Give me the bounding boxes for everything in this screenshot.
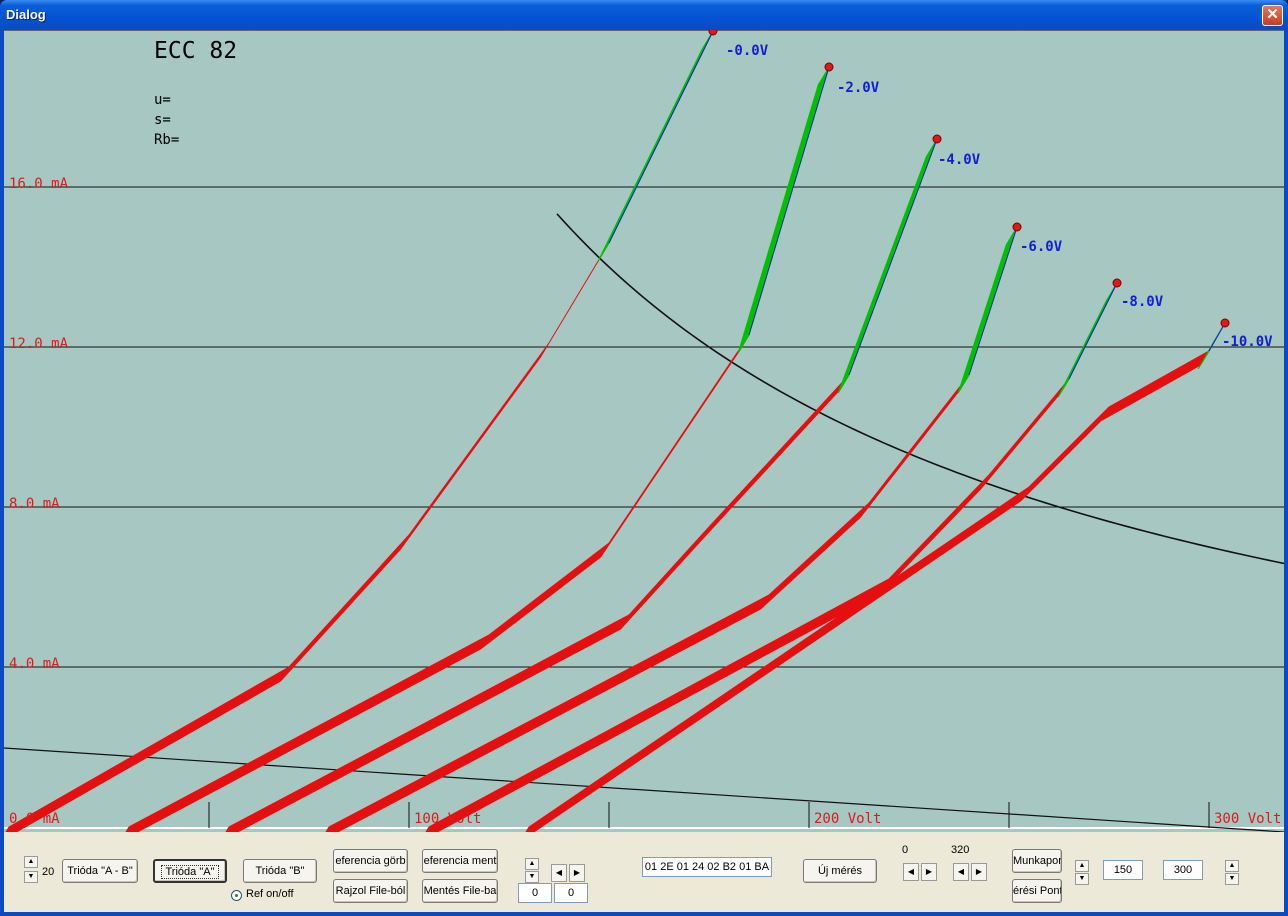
curve-band-high [957,226,1018,394]
x-tick-label: 300 Volt [1214,811,1282,827]
curve-label: -2.0V [837,80,880,96]
measure-point-button[interactable]: érési Pont [1012,879,1062,903]
offset-a-field[interactable]: 0 [518,883,552,903]
trioda-a-button[interactable]: Trióda "A" [153,859,227,883]
dialog-client: ECC 82 u= s= Rb= 16.0 mA 12.0 mA 8.0 mA … [4,30,1284,912]
curve-label: -4.0V [938,152,981,168]
window-frame-bottom [0,912,1288,916]
offset-right-arrow[interactable]: ▶ [569,864,585,882]
window-frame-left [0,30,4,916]
curve-end-marker [824,62,834,72]
title-bar[interactable]: Dialog ✕ [0,0,1288,30]
trioda-b-button[interactable]: Trióda "B" [243,859,317,883]
param-u: u= [154,92,171,108]
window-title: Dialog [6,7,46,22]
curve-trace [968,226,1018,376]
curve-band-high [737,66,830,354]
range-max-left-arrow[interactable]: ◀ [953,863,969,881]
y-tick-label: 16.0 mA [9,176,69,192]
curve-band-high [837,138,938,394]
ref-curve-button[interactable]: eferencia görb [333,849,408,873]
curve-trace [748,66,830,336]
plot-canvas [4,30,1284,832]
range-min-right-arrow[interactable]: ▶ [921,863,937,881]
count-spin-up[interactable]: ▲ [24,856,38,868]
curve-end-marker [1012,222,1022,232]
value-spin-down[interactable]: ▼ [1075,873,1089,885]
plot-top-border [4,30,1284,31]
offset-spin-up[interactable]: ▲ [525,858,539,870]
save-to-file-button[interactable]: Mentés File-ba [422,879,498,903]
curve-band-low [425,378,1070,832]
curve-band-low [125,334,750,832]
window-frame-right [1284,30,1288,916]
curve-end-marker [1112,278,1122,288]
hex-data-field[interactable]: 01 2E 01 24 02 B2 01 BA [642,857,772,877]
offset-left-arrow[interactable]: ◀ [551,864,567,882]
curve-label: -6.0V [1020,239,1063,255]
x-tick-label: 100 Volt [414,811,482,827]
y-tick-label: 0.0 mA [9,811,60,827]
value-b-spin-down[interactable]: ▼ [1225,873,1239,885]
curve-band-low [5,242,610,832]
offset-b-field[interactable]: 0 [554,883,588,903]
offset-spin-down[interactable]: ▼ [525,871,539,883]
value-b-spin-up[interactable]: ▲ [1225,860,1239,872]
count-spin-down[interactable]: ▼ [24,871,38,883]
ref-toggle-radio[interactable] [231,890,242,901]
y-tick-label: 12.0 mA [9,336,69,352]
curve-end-marker [708,30,718,36]
param-s: s= [154,112,171,128]
characteristic-plot: ECC 82 u= s= Rb= 16.0 mA 12.0 mA 8.0 mA … [4,30,1284,832]
draw-from-file-button[interactable]: Rajzol File-ból [333,879,408,903]
curve-end-marker [1220,318,1230,328]
range-max-label: 320 [951,844,970,856]
value-spin-up[interactable]: ▲ [1075,860,1089,872]
curve-label: -0.0V [726,43,769,59]
power-hyperbola [556,213,1284,565]
range-min-left-arrow[interactable]: ◀ [903,863,919,881]
value-b-field[interactable]: 300 [1163,860,1203,880]
new-measurement-button[interactable]: Új mérés [803,859,877,883]
x-tick-label: 200 Volt [814,811,882,827]
tube-title: ECC 82 [154,38,238,64]
curve-band-low [325,374,970,832]
load-line [4,747,1284,832]
range-min-label: 0 [902,844,909,856]
curve-label: -10.0V [1222,334,1273,350]
close-button[interactable]: ✕ [1262,5,1283,26]
curve-trace [1208,322,1226,352]
trioda-ab-button[interactable]: Trióda "A - B" [62,859,138,883]
range-max-right-arrow[interactable]: ▶ [971,863,987,881]
curve-trace [1068,282,1118,380]
curve-label: -8.0V [1121,294,1164,310]
ref-toggle-label[interactable]: Ref on/off [246,888,294,900]
curve-end-marker [932,134,942,144]
ref-save-button[interactable]: eferencia ment [422,849,498,873]
y-tick-label: 4.0 mA [9,656,60,672]
count-value: 20 [42,866,55,878]
y-tick-label: 8.0 mA [9,496,60,512]
work-point-button[interactable]: Munkapon [1012,849,1062,873]
trioda-a-label: Trióda "A" [160,865,220,879]
param-rb: Rb= [154,132,180,148]
curve-trace [608,30,714,244]
curve-trace [848,138,938,376]
value-a-field[interactable]: 150 [1103,860,1143,880]
